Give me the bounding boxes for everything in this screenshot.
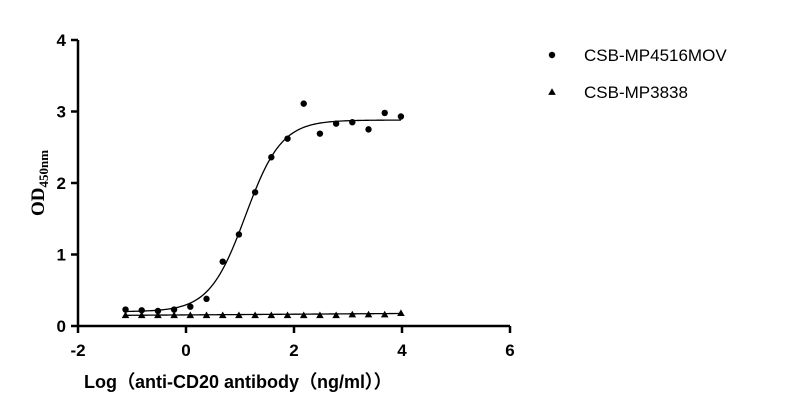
y-tick-label: 4: [57, 31, 67, 50]
data-point-series-2: [267, 311, 276, 319]
legend-marker-2: [548, 88, 556, 95]
data-point-series-2: [348, 310, 357, 318]
y-axis-title: OD450nm: [28, 150, 51, 216]
data-point-series-1: [154, 307, 162, 315]
data-point-series-2: [316, 311, 324, 319]
fit-curves: [125, 119, 401, 316]
data-point-series-1: [397, 113, 405, 120]
data-point-series-1: [219, 258, 226, 265]
data-point-series-2: [154, 311, 162, 319]
data-points: [121, 100, 405, 319]
data-point-series-1: [332, 120, 340, 127]
data-point-series-1: [300, 100, 307, 107]
data-point-series-1: [316, 130, 324, 137]
fit-curve-2: [125, 312, 401, 316]
legend-label-2: CSB-MP3838: [584, 83, 688, 102]
y-tick-label: 1: [57, 246, 66, 265]
data-point-series-2: [170, 311, 178, 319]
data-point-series-2: [121, 311, 130, 319]
y-tick-label: 2: [57, 174, 66, 193]
legend: CSB-MP4516MOV CSB-MP3838: [548, 46, 727, 102]
x-tick-label: 2: [289, 341, 298, 360]
fit-curve-1: [125, 119, 401, 313]
data-point-series-2: [235, 311, 243, 319]
data-point-series-2: [397, 309, 405, 316]
y-tick-label: 0: [57, 317, 66, 336]
data-point-series-2: [251, 311, 259, 319]
x-tick-label: 6: [505, 341, 514, 360]
data-point-series-1: [187, 303, 194, 310]
legend-label-1: CSB-MP4516MOV: [584, 46, 727, 65]
data-point-series-1: [170, 306, 178, 313]
x-tick-label: 0: [181, 341, 190, 360]
data-point-series-1: [284, 135, 291, 142]
data-point-series-2: [299, 311, 308, 319]
data-point-series-1: [349, 119, 356, 126]
y-tick-label: 3: [57, 103, 66, 122]
data-point-series-2: [332, 311, 340, 319]
data-point-series-2: [283, 311, 292, 319]
y-axis-title-main: OD: [28, 188, 49, 217]
data-point-series-1: [268, 154, 275, 161]
chart-axes: [76, 40, 510, 328]
data-point-series-2: [218, 311, 227, 319]
data-point-series-1: [138, 307, 145, 314]
data-point-series-2: [137, 311, 146, 319]
data-point-series-2: [380, 310, 389, 318]
data-point-series-1: [235, 231, 243, 238]
data-point-series-2: [186, 311, 195, 319]
data-point-series-1: [203, 295, 210, 303]
data-point-series-1: [251, 189, 259, 196]
y-axis-title-sub: 450nm: [36, 150, 51, 188]
data-point-series-2: [202, 311, 211, 319]
data-point-series-1: [381, 109, 388, 117]
legend-marker-1: [548, 51, 556, 59]
data-point-series-1: [122, 306, 129, 313]
x-axis-title: Log（anti-CD20 antibody（ng/ml））: [84, 372, 392, 392]
x-tick-label: 4: [397, 341, 407, 360]
x-tick-label: -2: [70, 341, 85, 360]
data-point-series-1: [365, 126, 372, 133]
data-point-series-2: [364, 310, 373, 318]
